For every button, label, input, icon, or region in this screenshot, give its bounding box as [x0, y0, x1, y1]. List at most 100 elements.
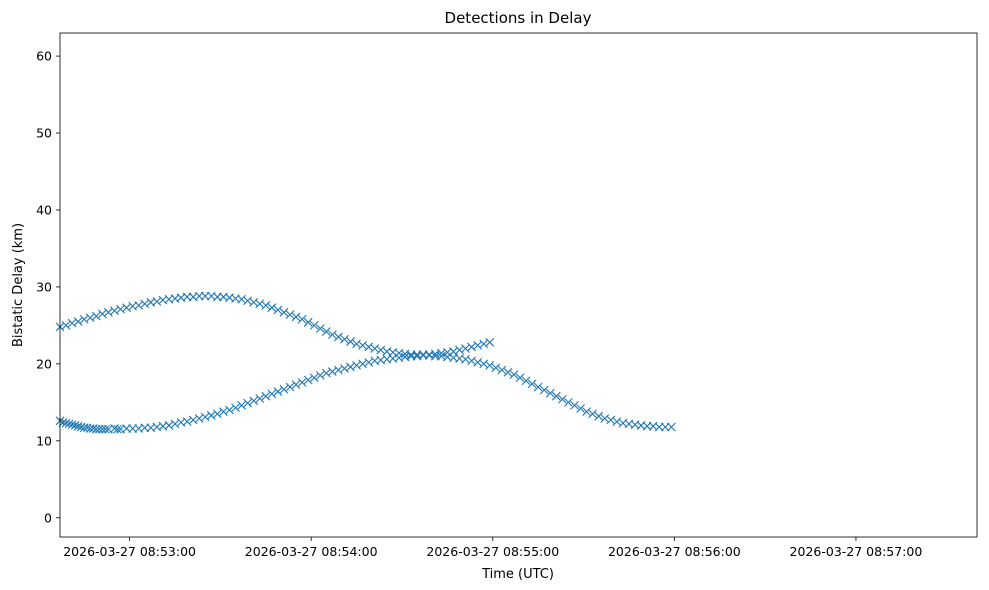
- data-point: [358, 359, 368, 369]
- data-point: [85, 313, 95, 323]
- data-point: [564, 397, 573, 407]
- plot-frame: [59, 32, 978, 538]
- data-point: [321, 327, 331, 336]
- data-point: [140, 299, 150, 309]
- data-point: [352, 361, 361, 370]
- data-point: [116, 304, 125, 314]
- y-tick-label: 30: [36, 279, 52, 294]
- y-tick-label: 20: [36, 356, 52, 371]
- data-point: [473, 357, 483, 367]
- data-point: [64, 419, 74, 429]
- data-point: [61, 321, 71, 330]
- data-point: [219, 407, 228, 416]
- data-point: [200, 412, 210, 422]
- data-point: [479, 339, 489, 349]
- chart-title: Detections in Delay: [445, 9, 592, 27]
- data-point: [334, 332, 343, 342]
- data-point: [551, 391, 561, 401]
- x-tick-label: 2026-03-27 08:57:00: [790, 544, 923, 559]
- data-point: [303, 375, 313, 385]
- data-point: [206, 411, 216, 420]
- data-point: [225, 405, 234, 415]
- data-point: [97, 309, 107, 319]
- data-point: [152, 297, 162, 306]
- data-point: [285, 310, 295, 320]
- data-point: [588, 409, 598, 419]
- data-point: [582, 407, 591, 416]
- data-point: [309, 373, 319, 383]
- data-point: [110, 306, 119, 316]
- data-point: [594, 411, 604, 421]
- x-axis-label: Time (UTC): [481, 567, 554, 582]
- data-point: [358, 341, 368, 350]
- y-tick-label: 60: [36, 49, 52, 64]
- data-point: [467, 342, 476, 352]
- data-point: [666, 422, 676, 432]
- data-point: [255, 299, 265, 309]
- data-point: [327, 330, 337, 340]
- data-point: [101, 424, 110, 434]
- data-point: [237, 294, 246, 304]
- data-point: [73, 317, 83, 326]
- data-point: [113, 424, 122, 434]
- y-tick-label: 10: [36, 433, 52, 448]
- data-point: [533, 382, 543, 392]
- data-point: [104, 307, 113, 317]
- data-point: [473, 341, 483, 350]
- data-point: [231, 403, 240, 413]
- data-point: [370, 344, 380, 353]
- data-point: [315, 371, 325, 380]
- data-point: [509, 370, 519, 380]
- y-axis: 0 10 20 30 40 50 60: [36, 49, 60, 525]
- data-point: [346, 337, 355, 346]
- data-point: [243, 296, 253, 306]
- x-tick-label: 2026-03-27 08:54:00: [245, 544, 378, 559]
- data-point: [182, 417, 192, 426]
- data-point: [273, 387, 283, 396]
- data-point: [491, 363, 501, 373]
- data-point: [91, 311, 101, 321]
- data-point: [539, 385, 549, 395]
- x-tick-label: 2026-03-27 08:56:00: [608, 544, 741, 559]
- data-point: [303, 317, 313, 327]
- y-axis-label: Bistatic Delay (km): [11, 223, 26, 347]
- data-point: [243, 398, 253, 408]
- data-point: [67, 318, 77, 328]
- y-tick-label: 40: [36, 202, 52, 217]
- data-point: [570, 401, 579, 410]
- data-point: [364, 357, 374, 367]
- data-point: [70, 421, 80, 430]
- data-point: [170, 419, 180, 429]
- data-point: [479, 359, 489, 369]
- data-point: [455, 345, 464, 355]
- data-point: [557, 394, 567, 404]
- data-point: [61, 418, 71, 428]
- y-tick-label: 0: [44, 510, 52, 525]
- data-point: [273, 305, 283, 315]
- data-point: [461, 344, 470, 353]
- data-point: [340, 334, 349, 344]
- data-point: [600, 414, 610, 423]
- x-tick-label: 2026-03-27 08:55:00: [426, 544, 559, 559]
- data-point: [297, 377, 307, 387]
- data-point: [267, 389, 277, 399]
- data-point: [194, 414, 204, 423]
- data-point: [352, 339, 361, 349]
- data-point: [576, 404, 585, 413]
- data-point: [309, 321, 319, 330]
- data-point: [164, 421, 174, 430]
- data-point: [334, 365, 343, 375]
- data-point: [279, 307, 289, 317]
- y-tick-label: 50: [36, 126, 52, 141]
- x-axis: 2026-03-27 08:53:00 2026-03-27 08:54:00 20…: [63, 537, 922, 559]
- data-point: [291, 312, 301, 322]
- data-point: [212, 409, 222, 419]
- data-point: [188, 415, 198, 425]
- data-point: [527, 379, 537, 389]
- data-point: [285, 382, 295, 392]
- data-point: [364, 342, 374, 352]
- data-point: [261, 391, 271, 401]
- data-point: [321, 368, 331, 378]
- data-point: [521, 376, 531, 386]
